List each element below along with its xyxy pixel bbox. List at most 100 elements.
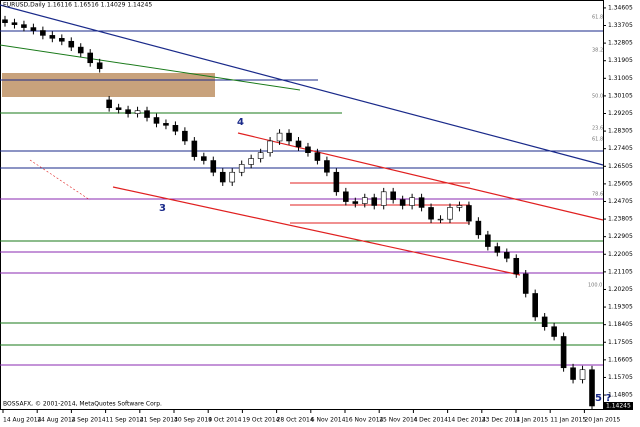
candle-body [77,46,84,54]
y-tick-label: 1.32805 [608,40,633,47]
candle-body [248,158,254,165]
candle-body [257,152,264,159]
y-tick-label: 1.26505 [608,163,633,170]
candle-body [219,171,226,183]
candle-body [466,205,472,222]
fib-label: 50.0 [592,94,603,100]
x-tick-label: 20 Jan 2015 [584,417,620,424]
y-tick-label: 1.28305 [608,128,633,135]
candle-body [163,123,169,126]
candles [2,15,595,410]
candle-body [551,326,557,337]
y-tick-label: 1.31905 [608,57,633,64]
candle-body [589,369,595,407]
wave-label: 5 ? [595,393,611,404]
y-tick-label: 1.30105 [608,92,633,99]
candle-body [324,160,330,173]
candle-body [286,132,292,142]
candle-body [229,171,236,183]
candle-body [59,38,65,42]
y-tick-label: 1.18405 [608,321,633,328]
candle-body [541,316,548,328]
candle-body [267,140,273,153]
candle-body [343,191,349,202]
candle-body [125,109,131,114]
x-tick-label: 1 Jan 2015 [516,417,548,424]
candle-body [115,107,122,110]
candle-body [485,234,491,247]
candle-body [201,156,207,161]
drawings [0,4,604,366]
candle-body [428,207,434,220]
candle-body [21,24,27,28]
y-tick-label: 1.14805 [608,392,633,399]
x-tick-label: 19 Oct 2014 [242,417,279,424]
y-tick-label: 1.17505 [608,339,633,346]
x-tick-label: 16 Nov 2014 [345,417,384,424]
y-tick-label: 1.23805 [608,216,633,223]
y-tick-label: 1.34605 [608,4,633,11]
candle-body [390,191,396,200]
fib-label: 38.2 [592,48,603,54]
candle-body [522,273,529,294]
candle-body [456,205,463,208]
x-tick-label: 4 Dec 2014 [413,417,448,424]
y-tick-label: 1.20205 [608,286,633,293]
x-tick-label: 11 Sep 2014 [106,417,144,424]
candle-body [134,110,141,114]
wave-label: 3 [159,203,166,214]
candle-body [503,252,510,259]
x-tick-label: 30 Sep 2014 [174,417,212,424]
y-tick-label: 1.21105 [608,268,633,275]
candle-body [447,207,453,220]
candle-body [352,201,359,204]
y-tick-label: 1.15705 [608,374,633,381]
candle-body [30,27,37,31]
candle-body [371,197,378,206]
y-tick-label: 1.19305 [608,304,633,311]
candle-body [579,369,586,380]
x-tick-label: 24 Aug 2014 [37,417,76,424]
x-tick-label: 2 Sep 2014 [71,417,105,424]
candle-body [106,99,112,109]
fib-label: 100.0 [588,283,602,289]
x-tick-label: 9 Oct 2014 [208,417,241,424]
candle-body [560,336,567,369]
fib-label: 61.8 [592,15,603,21]
x-tick-label: 11 Jan 2015 [550,417,586,424]
x-tick-label: 28 Oct 2014 [277,417,314,424]
candle-body [475,220,482,236]
candle-body [96,62,103,69]
candle-body [380,191,387,206]
x-tick-label: 14 Dec 2014 [448,417,487,424]
y-tick-label: 1.31005 [608,75,633,82]
x-tick-label: 23 Dec 2014 [482,417,521,424]
candle-body [361,197,368,204]
x-tick-label: 6 Nov 2014 [311,417,346,424]
y-tick-label: 1.33705 [608,22,633,29]
y-tick-label: 1.25605 [608,180,633,187]
y-tick-label: 1.29205 [608,110,633,117]
price-tag [603,401,633,410]
candle-body [144,110,150,118]
candle-body [314,152,321,161]
fib-label: 78.6 [592,192,603,198]
candle-body [2,19,8,23]
candle-body [182,130,188,142]
candle-body [494,246,501,253]
candle-body [532,293,538,318]
candle-body [399,199,406,206]
candle-body [68,40,75,48]
wave-label: 4 [237,117,244,128]
candle-body [191,140,198,157]
candle-body [418,197,425,208]
y-tick-label: 1.24705 [608,198,633,205]
candle-body [11,22,18,25]
chart-title: EURUSD,Daily 1.16116 1.16516 1.14029 1.1… [3,2,152,9]
x-tick-label: 25 Nov 2014 [379,417,418,424]
candle-body [238,164,245,173]
y-tick-label: 1.27405 [608,145,633,152]
footer: BOSSAFX, © 2001-2014, MetaQuotes Softwar… [3,401,162,408]
candle-body [295,140,302,148]
